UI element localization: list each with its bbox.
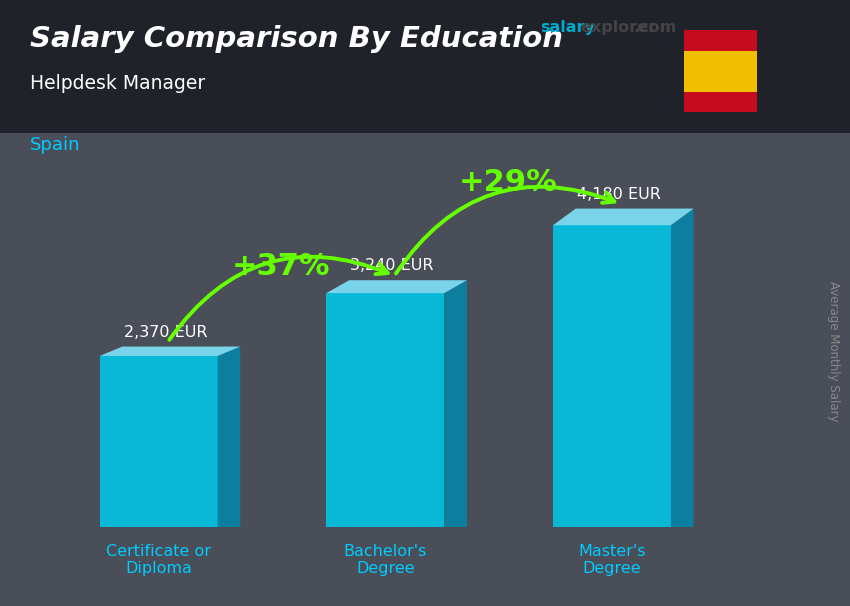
- Text: Average Monthly Salary: Average Monthly Salary: [827, 281, 840, 422]
- Polygon shape: [445, 280, 467, 527]
- Text: Helpdesk Manager: Helpdesk Manager: [30, 74, 205, 93]
- Text: Spain: Spain: [30, 136, 80, 155]
- Text: explorer: explorer: [581, 20, 657, 35]
- Polygon shape: [326, 293, 445, 527]
- Text: Salary Comparison By Education: Salary Comparison By Education: [30, 25, 563, 53]
- Bar: [684, 51, 756, 92]
- Polygon shape: [218, 347, 241, 527]
- Polygon shape: [553, 225, 671, 527]
- Polygon shape: [326, 280, 467, 293]
- Polygon shape: [671, 208, 694, 527]
- Text: 2,370 EUR: 2,370 EUR: [124, 325, 207, 340]
- Text: salary: salary: [540, 20, 595, 35]
- Polygon shape: [553, 208, 694, 225]
- Polygon shape: [99, 347, 241, 356]
- Polygon shape: [99, 356, 218, 527]
- Text: +29%: +29%: [458, 168, 557, 197]
- Text: 4,180 EUR: 4,180 EUR: [577, 187, 660, 202]
- Text: +37%: +37%: [232, 251, 331, 281]
- Text: .com: .com: [633, 20, 677, 35]
- Text: 3,240 EUR: 3,240 EUR: [350, 259, 434, 273]
